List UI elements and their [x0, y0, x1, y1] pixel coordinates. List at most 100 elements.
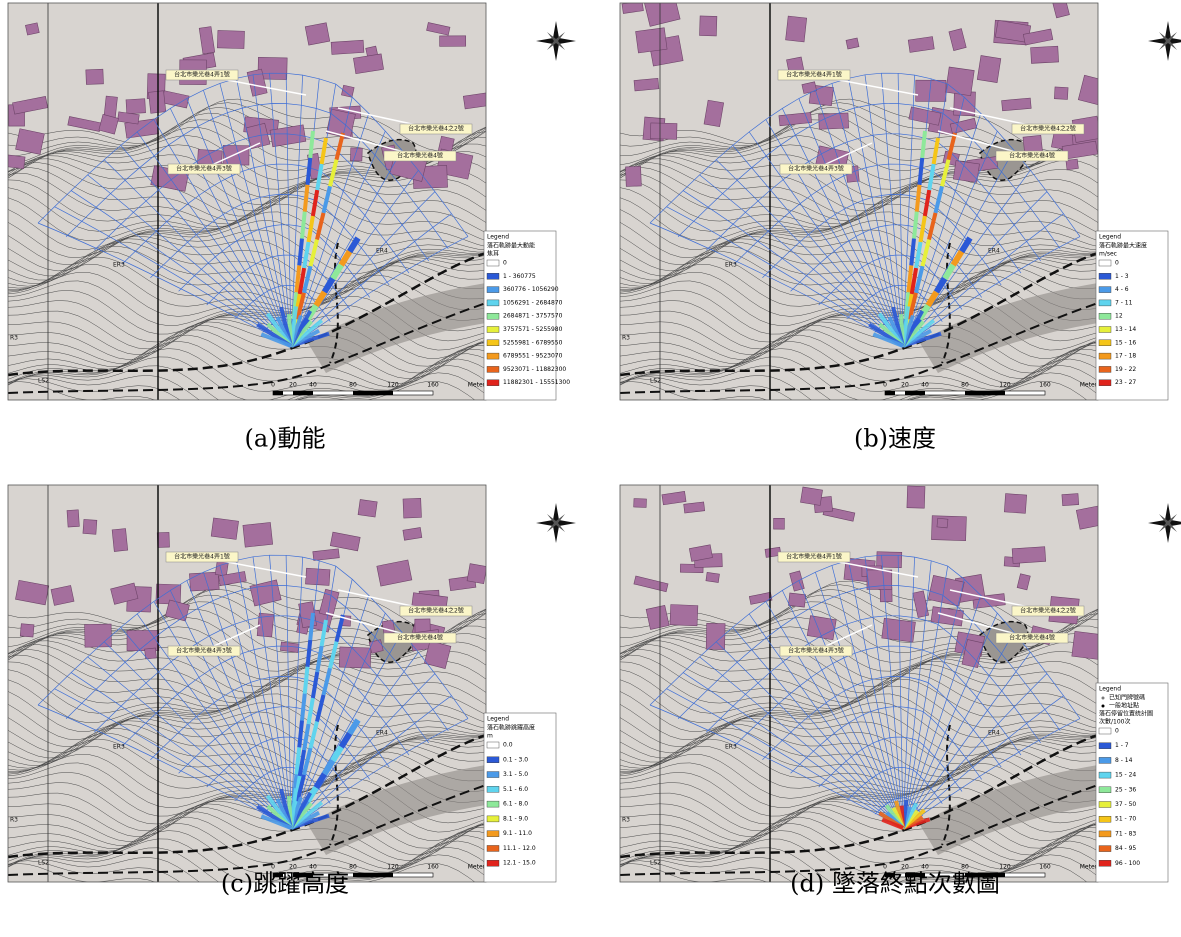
scale-label: 80 — [961, 382, 969, 389]
legend-item-label: 0.1 - 3.0 — [503, 756, 528, 763]
building — [636, 28, 667, 53]
legend-item-label: 7 - 11 — [1115, 299, 1133, 306]
legend-swatch — [1099, 287, 1111, 293]
legend-marker — [1102, 705, 1105, 708]
legend-swatch — [487, 860, 499, 866]
map-body: ER3R3LS2ER4台北市樂光巷4弄1號台北市樂光巷4之2號台北市樂光巷4弄3… — [0, 3, 498, 433]
building — [197, 149, 222, 165]
legend: Legend落石軌跡最大動能焦耳01 - 360775360776 - 1056… — [484, 231, 570, 400]
place-label: 台北市樂光巷4號 — [1009, 152, 1055, 160]
legend-item-label: 15 - 16 — [1115, 339, 1136, 346]
legend-item-label: 9.1 - 11.0 — [503, 830, 532, 837]
legend-unit: m — [487, 733, 493, 740]
legend-swatch — [487, 273, 499, 279]
legend-swatch — [487, 757, 499, 763]
building — [1012, 547, 1046, 564]
building — [7, 155, 25, 169]
legend-item-label: 15 - 24 — [1115, 772, 1136, 779]
trajectory-colored — [922, 131, 925, 158]
legend-item-label: 9523071 - 11882300 — [503, 366, 566, 373]
building — [126, 99, 146, 114]
legend-item-label: 3.1 - 5.0 — [503, 771, 528, 778]
legend-swatch — [487, 340, 499, 346]
map-label: LS2 — [650, 860, 661, 867]
legend: Legend落石軌跡最大速度m/sec01 - 34 - 67 - 111213… — [1096, 231, 1168, 400]
map-label: LS2 — [38, 378, 49, 385]
legend-item-label: 84 - 95 — [1115, 845, 1136, 852]
panel-caption: (b)速度 — [854, 425, 936, 453]
map-label: LS2 — [38, 860, 49, 867]
legend-marker-label: 已知門牌號碼 — [1109, 694, 1145, 702]
scale-label: 120 — [999, 382, 1011, 389]
compass — [1148, 21, 1181, 61]
legend-item-label: 96 - 100 — [1115, 860, 1140, 867]
scale-label: 120 — [387, 864, 399, 871]
building — [157, 532, 169, 547]
building — [440, 36, 466, 46]
building — [1031, 46, 1059, 63]
scale-segment — [353, 391, 393, 395]
legend-item-label: 5255981 - 6789550 — [503, 339, 563, 346]
legend-item-label: 1056291 - 2684870 — [503, 299, 563, 306]
map-panel: ER3R3LS2ER4台北市樂光巷4弄1號台北市樂光巷4之2號台北市樂光巷4弄3… — [610, 0, 1181, 433]
legend-swatch — [1099, 816, 1111, 822]
legend-item-label: 12 — [1115, 313, 1123, 320]
legend-unit: 焦耳 — [487, 250, 499, 258]
scale-label: 20 — [901, 382, 909, 389]
place-label: 台北市樂光巷4弄3號 — [176, 647, 232, 655]
place-label: 台北市樂光巷4弄3號 — [788, 647, 844, 655]
map-label: ER3 — [725, 262, 737, 269]
legend-swatch — [1099, 260, 1111, 266]
legend-item-label: 0 — [503, 260, 507, 267]
map-label: R3 — [10, 817, 18, 824]
building — [670, 605, 698, 626]
map-label: ER3 — [113, 744, 125, 751]
legend-item-label: 11.1 - 12.0 — [503, 845, 536, 852]
legend-heading: 落石軌跡跳躍高度 — [487, 724, 535, 732]
legend-swatch — [1099, 743, 1111, 749]
place-label: 台北市樂光巷4弄3號 — [788, 165, 844, 173]
place-label: 台北市樂光巷4弄1號 — [174, 553, 230, 561]
building — [25, 23, 39, 35]
scale-label: 0 — [883, 382, 887, 389]
legend-title: Legend — [487, 234, 509, 241]
place-label: 台北市樂光巷4之2號 — [408, 125, 464, 133]
legend-swatch — [487, 327, 499, 333]
building — [774, 518, 785, 529]
legend-swatch — [1099, 366, 1111, 372]
building — [1062, 494, 1079, 506]
map-body: ER3R3LS2ER4台北市樂光巷4弄1號台北市樂光巷4之2號台北市樂光巷4弄3… — [610, 485, 1110, 915]
trajectory-colored — [305, 667, 308, 694]
building — [977, 56, 1001, 83]
map-label: R3 — [622, 335, 630, 342]
legend-item-label: 25 - 36 — [1115, 786, 1136, 793]
trajectory-colored — [305, 185, 308, 212]
building — [341, 85, 354, 97]
legend-item-label: 13 - 14 — [1115, 326, 1136, 333]
scale-segment — [905, 391, 925, 395]
trajectory-colored — [308, 640, 311, 667]
legend-item-label: 6.1 - 8.0 — [503, 801, 528, 808]
legend-swatch — [487, 300, 499, 306]
building — [350, 148, 362, 161]
building — [467, 564, 487, 584]
legend-item-label: 1 - 360775 — [503, 273, 536, 280]
building — [700, 16, 717, 36]
scale-label: 160 — [427, 382, 439, 389]
legend-heading: 落石停留位置統計圖 — [1099, 710, 1153, 718]
legend-swatch — [487, 260, 499, 266]
scale-segment — [885, 391, 895, 395]
scale-label: 40 — [921, 382, 929, 389]
building — [67, 510, 79, 527]
scale-label: 160 — [1039, 382, 1051, 389]
place-label: 台北市樂光巷4之2號 — [1020, 125, 1076, 133]
map-label: R3 — [10, 335, 18, 342]
trajectory-colored — [914, 212, 917, 239]
legend-item-label: 0.0 — [503, 742, 513, 749]
panel-caption: (c)跳躍高度 — [221, 870, 349, 898]
legend-unit: m/sec — [1099, 251, 1117, 258]
legend-swatch — [1099, 380, 1111, 386]
building — [149, 91, 166, 114]
building — [1002, 98, 1032, 111]
map-label: ER4 — [376, 730, 388, 737]
